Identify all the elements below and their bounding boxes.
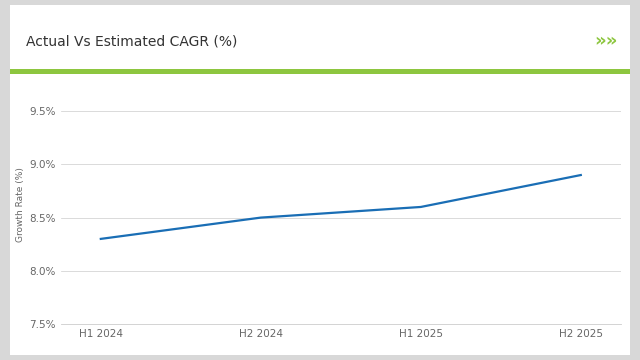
Y-axis label: Growth Rate (%): Growth Rate (%) [16,167,25,242]
Text: »»: »» [594,32,618,50]
Text: Actual Vs Estimated CAGR (%): Actual Vs Estimated CAGR (%) [26,35,237,48]
